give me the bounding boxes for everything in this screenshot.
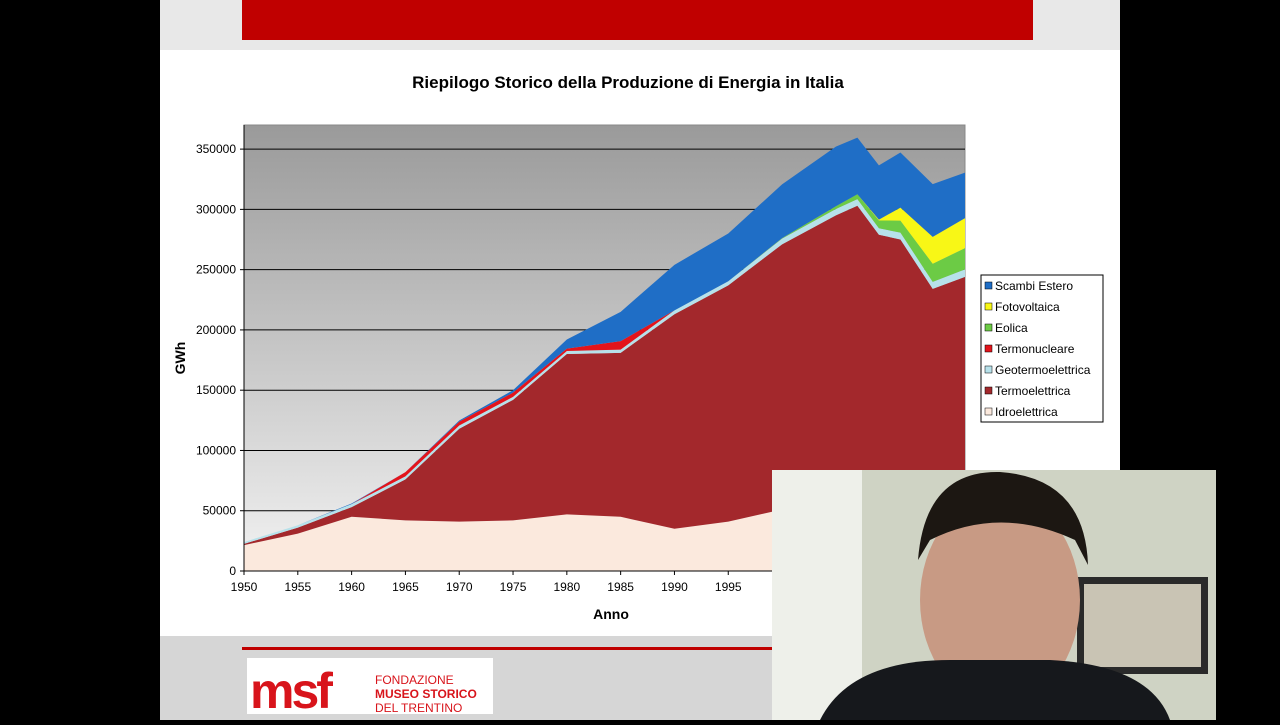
webcam-shirt — [820, 660, 1170, 720]
x-axis-title: Anno — [593, 606, 629, 622]
y-tick-label: 250000 — [196, 263, 236, 277]
legend-label: Scambi Estero — [995, 279, 1073, 293]
legend-swatch — [984, 302, 993, 311]
area — [244, 199, 965, 543]
legend-box — [980, 274, 1104, 423]
y-tick-label: 0 — [229, 564, 236, 578]
logo-mark: msf — [250, 663, 333, 719]
logo-text: MUSEO STORICO — [375, 687, 477, 701]
y-axis-title: GWh — [172, 342, 188, 375]
legend-label: Eolica — [995, 321, 1028, 335]
x-tick-label: 1995 — [715, 580, 742, 594]
x-tick-label: 1965 — [392, 580, 419, 594]
area — [244, 137, 965, 543]
y-tick-label: 350000 — [196, 142, 236, 156]
logo-text: DEL TRENTINO — [375, 701, 462, 715]
logo-box — [247, 658, 493, 714]
webcam-hair — [918, 471, 1088, 565]
footer-line — [242, 647, 1033, 650]
legend-swatch — [984, 407, 993, 416]
legend-swatch — [984, 386, 993, 395]
area — [244, 194, 965, 543]
y-tick-label: 50000 — [203, 504, 237, 518]
x-tick-label: 1980 — [553, 580, 580, 594]
legend-label: Fotovoltaica — [995, 300, 1060, 314]
x-tick-label: 1955 — [284, 580, 311, 594]
x-tick-label: 1975 — [500, 580, 527, 594]
x-tick-label: 1960 — [338, 580, 365, 594]
legend-label: Geotermoelettrica — [995, 363, 1091, 377]
webcam-window — [772, 470, 862, 720]
area — [244, 199, 965, 544]
webcam-face — [920, 495, 1080, 705]
chart-title: Riepilogo Storico della Produzione di En… — [412, 73, 844, 92]
legend-swatch — [984, 323, 993, 332]
x-tick-label: 1985 — [607, 580, 634, 594]
legend-label: Termonucleare — [995, 342, 1075, 356]
x-tick-label: 1950 — [231, 580, 258, 594]
webcam-overlay — [772, 470, 1216, 720]
legend-swatch — [984, 344, 993, 353]
legend-label: Idroelettrica — [995, 405, 1058, 419]
header-bar — [242, 0, 1033, 40]
y-tick-label: 100000 — [196, 443, 236, 457]
legend-label: Termoelettrica — [995, 384, 1071, 398]
webcam-map — [1084, 584, 1201, 667]
x-tick-label: 1990 — [661, 580, 688, 594]
legend-swatch — [984, 281, 993, 290]
x-tick-label: 1970 — [446, 580, 473, 594]
y-tick-label: 300000 — [196, 202, 236, 216]
y-tick-label: 150000 — [196, 383, 236, 397]
legend-swatch — [984, 365, 993, 374]
y-tick-label: 200000 — [196, 323, 236, 337]
area — [244, 205, 965, 546]
logo-text: FONDAZIONE — [375, 673, 454, 687]
